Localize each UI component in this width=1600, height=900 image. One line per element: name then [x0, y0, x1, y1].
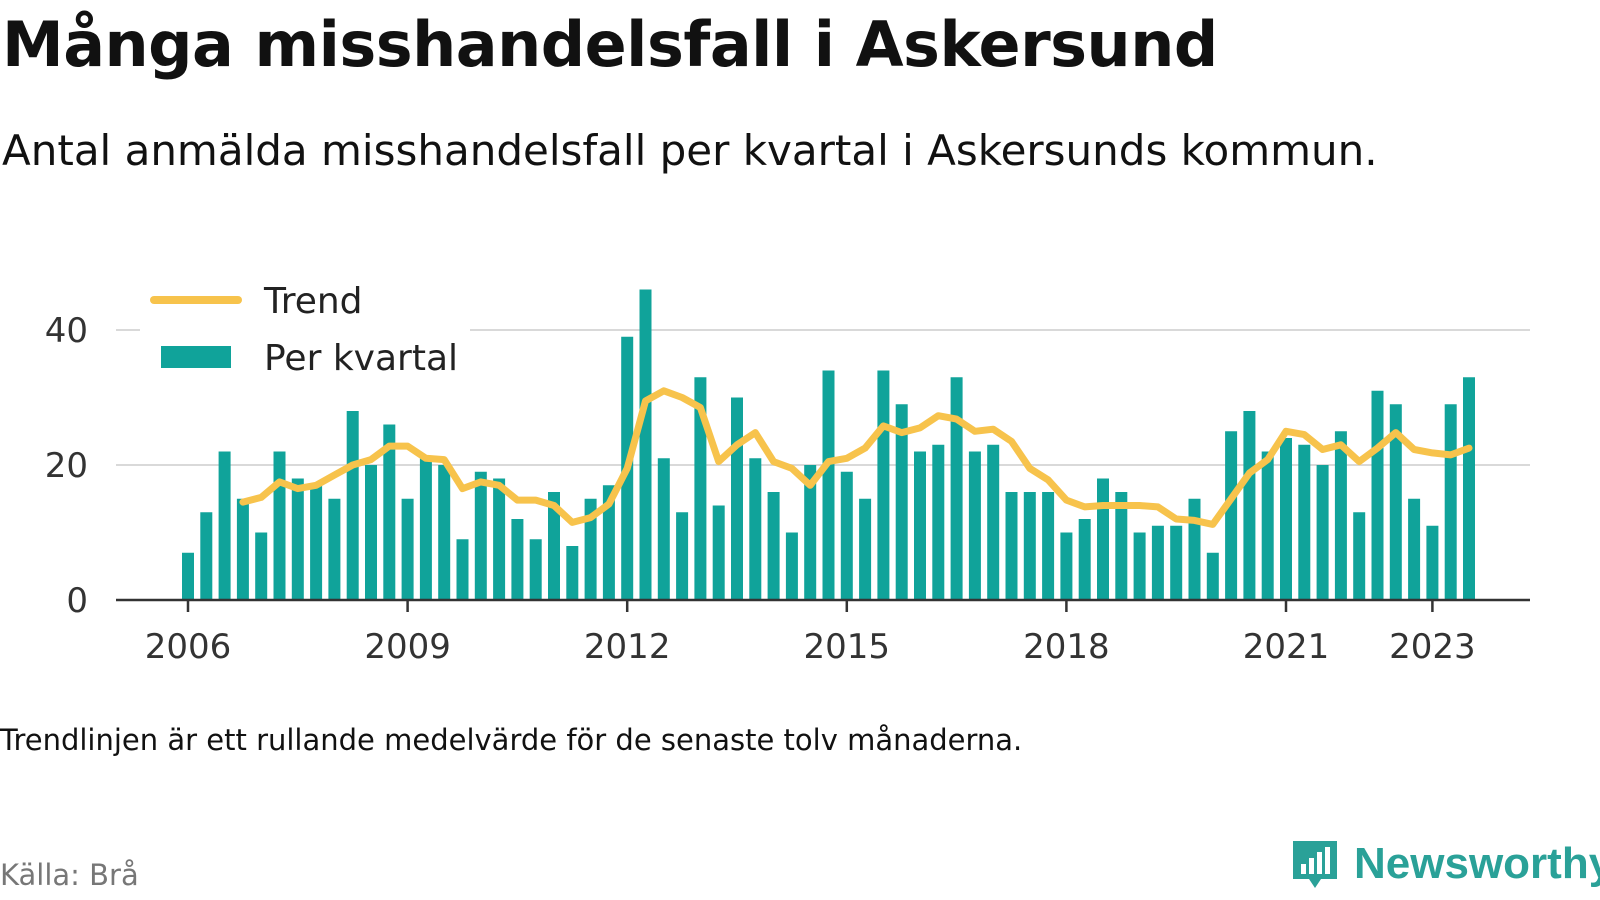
bar [657, 458, 670, 600]
bar-series [182, 289, 1475, 600]
bar [1426, 525, 1439, 600]
bar [310, 485, 323, 600]
y-tick-label: 20 [45, 446, 88, 486]
bar [584, 498, 597, 600]
bar [291, 478, 304, 600]
bar [438, 465, 451, 600]
bar [1371, 390, 1384, 600]
y-tick-label: 0 [66, 581, 88, 621]
legend: Trend Per kvartal [140, 270, 470, 379]
bar [731, 397, 743, 600]
bar [1097, 478, 1109, 600]
bar [1170, 525, 1183, 600]
bar [676, 512, 689, 600]
y-tick-label: 40 [45, 311, 88, 351]
bar [493, 478, 506, 600]
axes: 0 20 40 2006 2009 2012 2015 2018 2021 2023 [45, 311, 1530, 667]
bar [749, 458, 762, 600]
brand-name: Newsworthy [1354, 839, 1600, 888]
bar [895, 404, 908, 600]
bar [1206, 552, 1219, 600]
bar [712, 505, 725, 600]
bar [346, 411, 359, 600]
bar [529, 539, 542, 600]
bar [456, 539, 469, 600]
bar [1151, 525, 1164, 600]
bar [932, 444, 945, 600]
bar [987, 444, 1000, 600]
bar [1078, 519, 1091, 600]
bar [822, 370, 835, 600]
bar [694, 377, 707, 600]
bar [548, 492, 560, 600]
brand-logo: Newsworthy [1290, 838, 1600, 890]
chart-area: 0 20 40 2006 2009 2012 2015 2018 2021 2023 Trend … [44, 270, 1530, 667]
bar [566, 546, 579, 600]
bar [1353, 512, 1366, 600]
bar [1133, 532, 1146, 600]
bar [1444, 404, 1457, 600]
trend-line [239, 387, 1473, 528]
bar [914, 451, 926, 600]
bar [474, 471, 487, 600]
bar [1023, 492, 1036, 600]
bar [1188, 498, 1201, 600]
source-note: Källa: Brå [0, 858, 139, 892]
bar [602, 485, 615, 600]
x-tick-label: 2023 [1389, 627, 1476, 667]
bar [1243, 411, 1256, 600]
x-tick-label: 2015 [804, 627, 891, 667]
bar [1463, 377, 1475, 600]
bar [1115, 492, 1128, 600]
bar [1389, 404, 1402, 600]
bar [255, 532, 268, 600]
bar [877, 370, 890, 600]
bar [639, 289, 652, 600]
legend-bar-swatch [161, 346, 231, 368]
chart-subtitle: Antal anmälda misshandelsfall per kvarta… [2, 126, 1378, 175]
bar [1298, 444, 1311, 600]
bar [1060, 532, 1073, 600]
bar [950, 377, 963, 600]
footnote: Trendlinjen är ett rullande medelvärde f… [0, 723, 1023, 757]
bar [1280, 438, 1292, 600]
bar [1334, 431, 1347, 600]
bar [328, 498, 341, 600]
bar [419, 458, 432, 600]
x-tick-label: 2021 [1243, 627, 1330, 667]
bar [767, 492, 780, 600]
bar [804, 465, 817, 600]
bar [1316, 465, 1329, 600]
bar [365, 465, 377, 600]
chart-title: Många misshandelsfall i Askersund [2, 8, 1218, 81]
bar [182, 552, 194, 600]
bar [859, 498, 872, 600]
bar [383, 424, 396, 600]
trend-series [239, 387, 1473, 528]
bar [1261, 451, 1274, 600]
bar [1005, 492, 1018, 600]
bar [968, 451, 981, 600]
bar [1408, 498, 1421, 600]
bar [200, 512, 213, 600]
bar [840, 471, 853, 600]
bar [401, 498, 414, 600]
bar [1042, 492, 1055, 600]
bar [236, 498, 249, 600]
newsworthy-chart-icon [1293, 841, 1337, 888]
bar [511, 519, 524, 600]
bar [273, 451, 286, 600]
x-tick-label: 2009 [364, 627, 451, 667]
legend-bar-label: Per kvartal [264, 338, 458, 379]
x-tick-label: 2018 [1023, 627, 1110, 667]
bar [218, 451, 231, 600]
legend-trend-label: Trend [263, 281, 363, 322]
x-tick-label: 2012 [584, 627, 671, 667]
bar [1225, 431, 1238, 600]
bar [785, 532, 798, 600]
x-tick-label: 2006 [145, 627, 232, 667]
